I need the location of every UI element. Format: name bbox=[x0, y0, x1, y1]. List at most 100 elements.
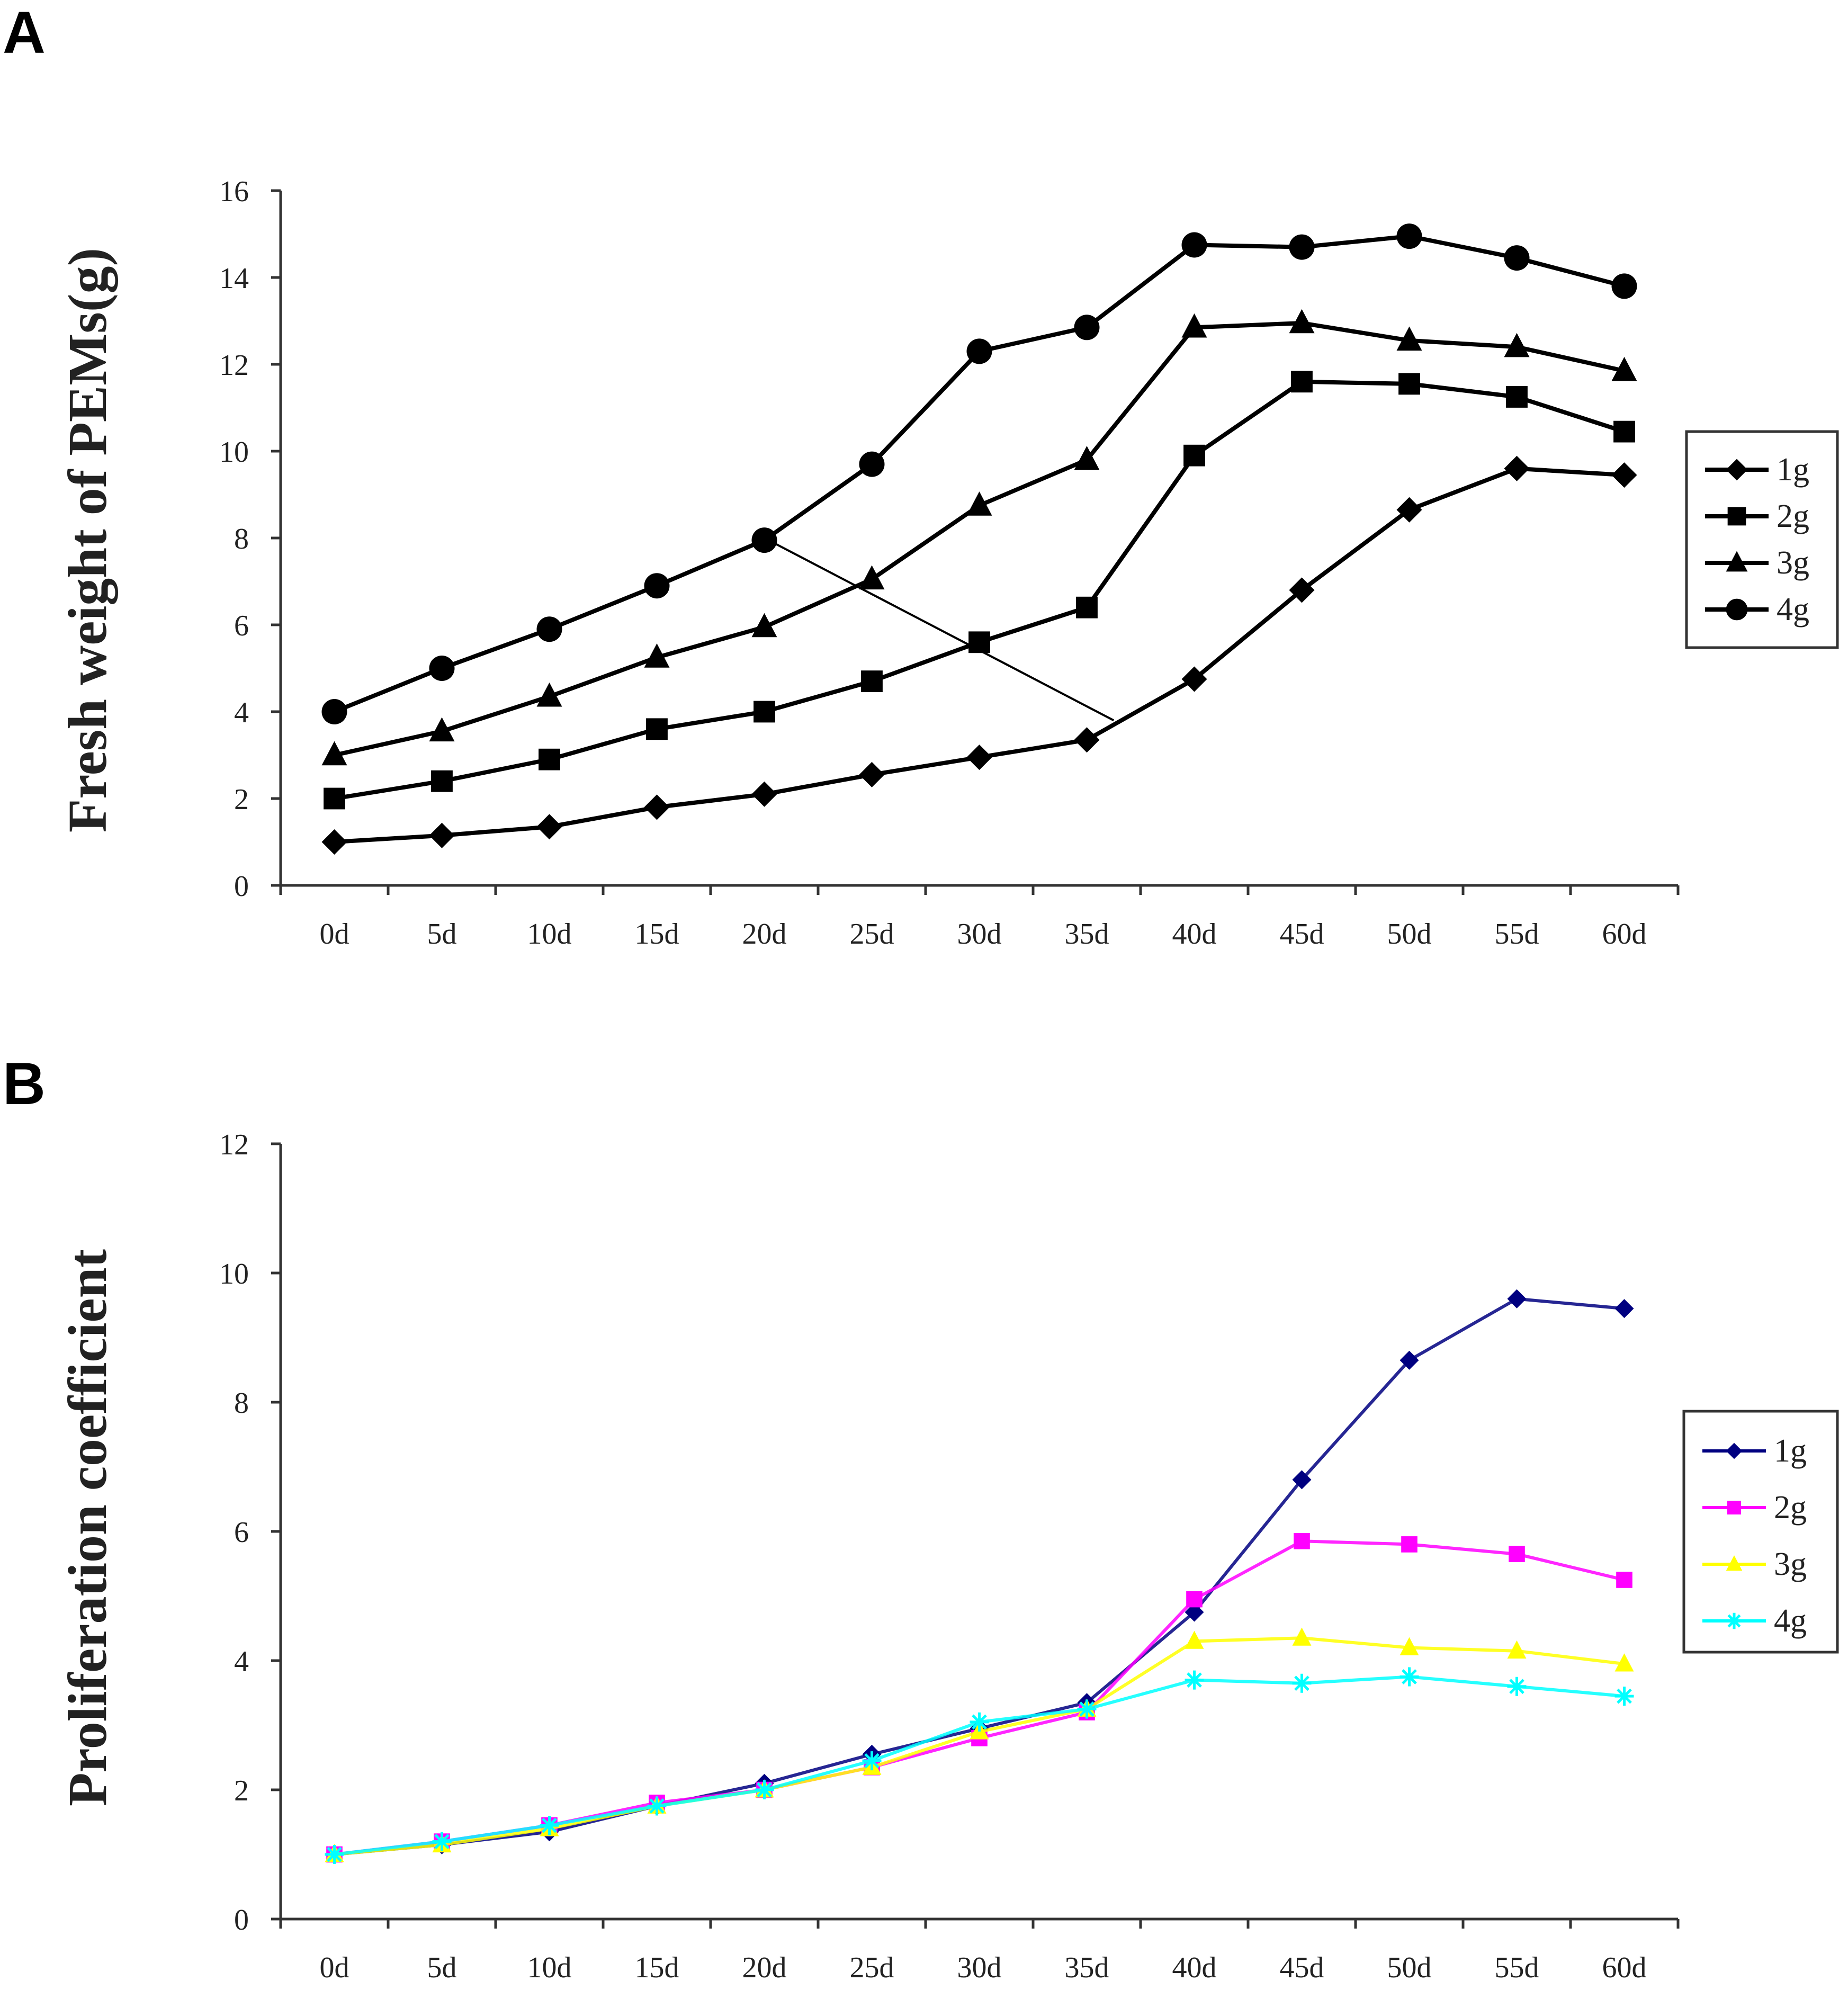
data-point-4g-0d bbox=[325, 1845, 344, 1864]
y-tick-label: 12 bbox=[219, 349, 249, 382]
legend-marker-3g bbox=[1726, 1555, 1743, 1571]
legend-b: 1g 2g 3g 4g bbox=[1682, 1410, 1839, 1654]
data-point-4g-5d bbox=[429, 656, 455, 681]
data-point-2g-50d bbox=[1398, 373, 1420, 395]
legend-label-1g: 1g bbox=[1777, 452, 1809, 488]
data-point-4g-45d bbox=[1289, 234, 1315, 260]
data-point-4g-20d bbox=[751, 527, 777, 553]
data-point-3g-45d bbox=[1289, 309, 1315, 334]
legend-marker-2g bbox=[1727, 507, 1746, 526]
data-point-1g-0d bbox=[321, 829, 347, 855]
y-tick-label: 4 bbox=[234, 696, 249, 729]
data-point-4g-60d bbox=[1614, 1687, 1634, 1706]
data-point-2g-20d bbox=[753, 701, 775, 723]
x-tick-label-55d: 55d bbox=[1495, 918, 1539, 951]
y-tick-label: 6 bbox=[234, 1516, 249, 1549]
series-line-1g bbox=[334, 466, 1625, 844]
legend-marker-1g bbox=[1726, 459, 1748, 481]
legend-label-3g: 3g bbox=[1774, 1546, 1807, 1582]
x-tick-label-60d: 60d bbox=[1602, 1951, 1647, 1984]
data-point-3g-30d bbox=[966, 491, 992, 516]
data-point-2g-30d bbox=[968, 631, 990, 653]
data-point-4g-10d bbox=[540, 1816, 559, 1835]
data-point-1g-50d bbox=[1396, 497, 1422, 523]
data-point-2g-60d bbox=[1613, 420, 1635, 443]
data-point-2g-60d bbox=[1616, 1572, 1632, 1588]
data-point-3g-40d bbox=[1185, 1630, 1204, 1649]
x-tick-label-35d: 35d bbox=[1065, 918, 1109, 951]
data-point-3g-55d bbox=[1507, 1640, 1527, 1659]
x-tick-label-60d: 60d bbox=[1602, 918, 1647, 951]
legend-marker-3g bbox=[1726, 551, 1748, 572]
series-line-2g bbox=[334, 379, 1625, 801]
data-point-3g-25d bbox=[859, 565, 885, 590]
series-2g bbox=[324, 371, 1635, 810]
y-tick-label: 8 bbox=[234, 523, 249, 555]
legend-box bbox=[1682, 1410, 1839, 1654]
data-point-3g-60d bbox=[1611, 356, 1637, 381]
y-axis-title-a: Fresh weight of PEMs(g) bbox=[57, 248, 118, 832]
data-point-4g-55d bbox=[1507, 1677, 1527, 1696]
panel-b: B Proliferation coefficient 0 2 4 6 8 10 12 0d 5… bbox=[3, 1051, 1839, 1984]
data-point-4g-25d bbox=[862, 1751, 882, 1771]
data-point-3g-50d bbox=[1400, 1637, 1419, 1655]
data-point-1g-55d bbox=[1504, 455, 1530, 481]
x-tick-label-45d: 45d bbox=[1280, 1951, 1324, 1984]
x-tick-label-30d: 30d bbox=[957, 1951, 1002, 1984]
data-point-4g-30d bbox=[970, 1712, 989, 1732]
data-point-2g-55d bbox=[1509, 1546, 1525, 1562]
y-tick-label: 6 bbox=[234, 609, 249, 642]
data-point-2g-10d bbox=[539, 748, 560, 770]
legend-label-3g: 3g bbox=[1777, 545, 1809, 581]
x-tick-label-25d: 25d bbox=[850, 1951, 894, 1984]
series-1g bbox=[325, 1289, 1634, 1864]
data-point-4g-25d bbox=[859, 451, 885, 477]
data-point-1g-45d bbox=[1292, 1470, 1312, 1490]
data-point-4g-55d bbox=[1504, 245, 1530, 271]
legend-marker-4g bbox=[1726, 598, 1748, 621]
data-point-3g-35d bbox=[1074, 446, 1100, 470]
series-4g bbox=[321, 223, 1637, 724]
x-tick-label-10d: 10d bbox=[527, 918, 572, 951]
legend-marker-4g bbox=[1726, 1612, 1743, 1629]
data-point-3g-10d bbox=[536, 682, 562, 707]
y-axis-title-b: Proliferation coefficient bbox=[57, 1249, 118, 1806]
y-tick-label: 14 bbox=[219, 262, 249, 295]
data-point-2g-35d bbox=[1076, 596, 1098, 618]
panel-a: A Fresh weight of PEMs(g) 02468101214160… bbox=[3, 0, 1839, 951]
data-point-3g-60d bbox=[1614, 1653, 1634, 1672]
series-line-1g bbox=[334, 1297, 1625, 1856]
legend-label-1g: 1g bbox=[1774, 1433, 1807, 1469]
x-tick-label-20d: 20d bbox=[742, 1951, 787, 1984]
legend-label-2g: 2g bbox=[1777, 498, 1809, 534]
legend-a: 1g 2g 3g 4g bbox=[1685, 430, 1839, 649]
y-tick-label: 8 bbox=[234, 1387, 249, 1420]
panel-label-b: B bbox=[3, 1051, 46, 1117]
data-point-1g-20d bbox=[751, 781, 777, 807]
plot-area-b: 0 2 4 6 8 10 12 0d 5d 10d 15d 20d 25d 30d 35d 40d 45d 50d… bbox=[219, 1128, 1680, 1984]
data-point-1g-30d bbox=[966, 745, 992, 770]
data-point-4g-50d bbox=[1396, 223, 1422, 249]
data-point-1g-55d bbox=[1507, 1289, 1527, 1308]
data-point-4g-20d bbox=[755, 1780, 774, 1799]
y-tick-label: 0 bbox=[234, 1904, 249, 1937]
legend-marker-2g bbox=[1727, 1500, 1742, 1515]
data-point-2g-45d bbox=[1291, 371, 1313, 393]
data-point-3g-15d bbox=[644, 643, 670, 668]
data-point-3g-55d bbox=[1504, 333, 1530, 357]
x-tick-label-45d: 45d bbox=[1280, 918, 1324, 951]
data-point-4g-50d bbox=[1400, 1667, 1419, 1687]
x-tick-label-55d: 55d bbox=[1495, 1951, 1539, 1984]
data-point-1g-25d bbox=[859, 761, 885, 787]
data-point-3g-20d bbox=[751, 613, 777, 638]
data-point-4g-35d bbox=[1074, 315, 1100, 340]
data-point-4g-15d bbox=[644, 573, 670, 599]
data-point-1g-35d bbox=[1074, 727, 1100, 753]
data-point-4g-45d bbox=[1292, 1673, 1312, 1693]
panel-label-a: A bbox=[3, 0, 46, 66]
series-4g bbox=[325, 1667, 1634, 1864]
legend-label-2g: 2g bbox=[1774, 1490, 1807, 1526]
data-point-2g-50d bbox=[1401, 1536, 1418, 1553]
x-tick-label-10d: 10d bbox=[527, 1951, 572, 1984]
